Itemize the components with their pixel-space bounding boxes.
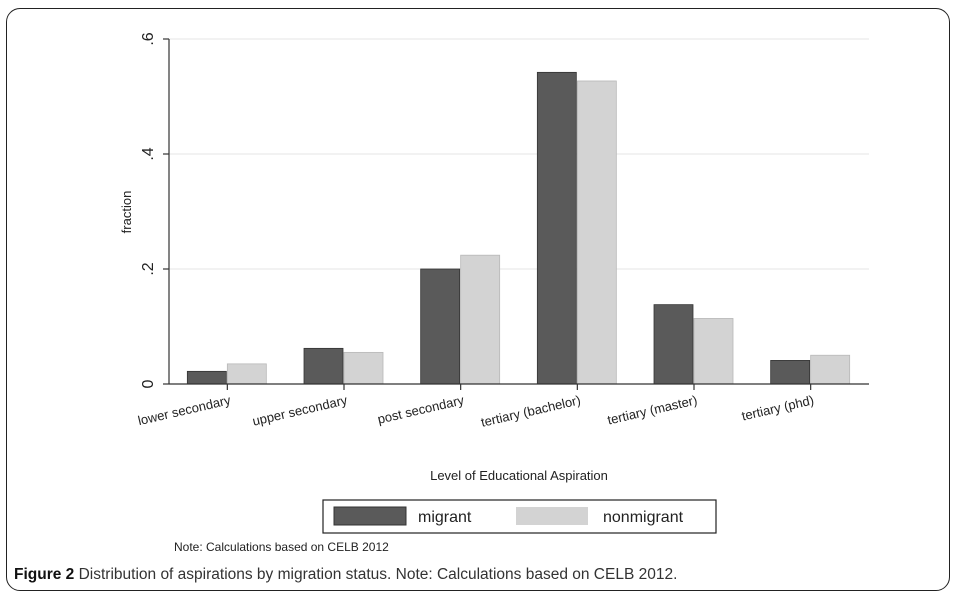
legend-label-migrant: migrant [418, 509, 472, 526]
legend-swatch-migrant [333, 506, 407, 526]
figure-caption: Figure 2 Distribution of aspirations by … [14, 566, 677, 584]
bar-migrant-1 [303, 347, 344, 385]
x-tick-label: upper secondary [251, 392, 349, 429]
y-tick-label: .4 [140, 147, 157, 160]
x-ticks: lower secondary upper secondary post secon… [136, 384, 815, 430]
x-tick-label: lower secondary [136, 392, 232, 428]
bar-nonmigrant-3 [576, 80, 617, 385]
bar-migrant-5 [770, 360, 811, 385]
x-axis-label: Level of Educational Aspiration [430, 468, 608, 483]
bars [186, 71, 851, 385]
y-tick-label: .6 [140, 32, 157, 45]
bar-chart: 0 .2 .4 .6 lower secondary upper secondary po… [119, 32, 869, 554]
chart-note: Note: Calculations based on CELB 2012 [174, 540, 389, 554]
x-tick-label: tertiary (bachelor) [479, 392, 582, 430]
y-tick-label: 0 [140, 379, 157, 388]
bar-migrant-0 [186, 370, 227, 385]
bar-migrant-2 [420, 268, 461, 385]
bar-nonmigrant-5 [810, 354, 851, 385]
legend: migrant nonmigrant [322, 499, 717, 534]
bar-nonmigrant-1 [343, 351, 384, 385]
legend-swatch-nonmigrant [516, 507, 588, 525]
y-tick-label: .2 [140, 262, 157, 275]
x-tick-label: post secondary [376, 392, 466, 427]
y-ticks: 0 .2 .4 .6 [140, 32, 169, 388]
legend-label-nonmigrant: nonmigrant [603, 509, 684, 526]
bar-nonmigrant-2 [460, 254, 501, 385]
figure-caption-text: Distribution of aspirations by migration… [74, 566, 678, 583]
bar-nonmigrant-4 [693, 318, 734, 385]
bar-migrant-4 [653, 304, 694, 385]
x-tick-label: tertiary (phd) [740, 392, 815, 423]
bar-migrant-3 [536, 71, 577, 385]
bar-nonmigrant-0 [226, 363, 267, 385]
y-axis-label: fraction [119, 191, 134, 234]
grid-lines [169, 38, 869, 270]
figure-label: Figure 2 [14, 566, 75, 583]
x-tick-label: tertiary (master) [606, 392, 699, 427]
